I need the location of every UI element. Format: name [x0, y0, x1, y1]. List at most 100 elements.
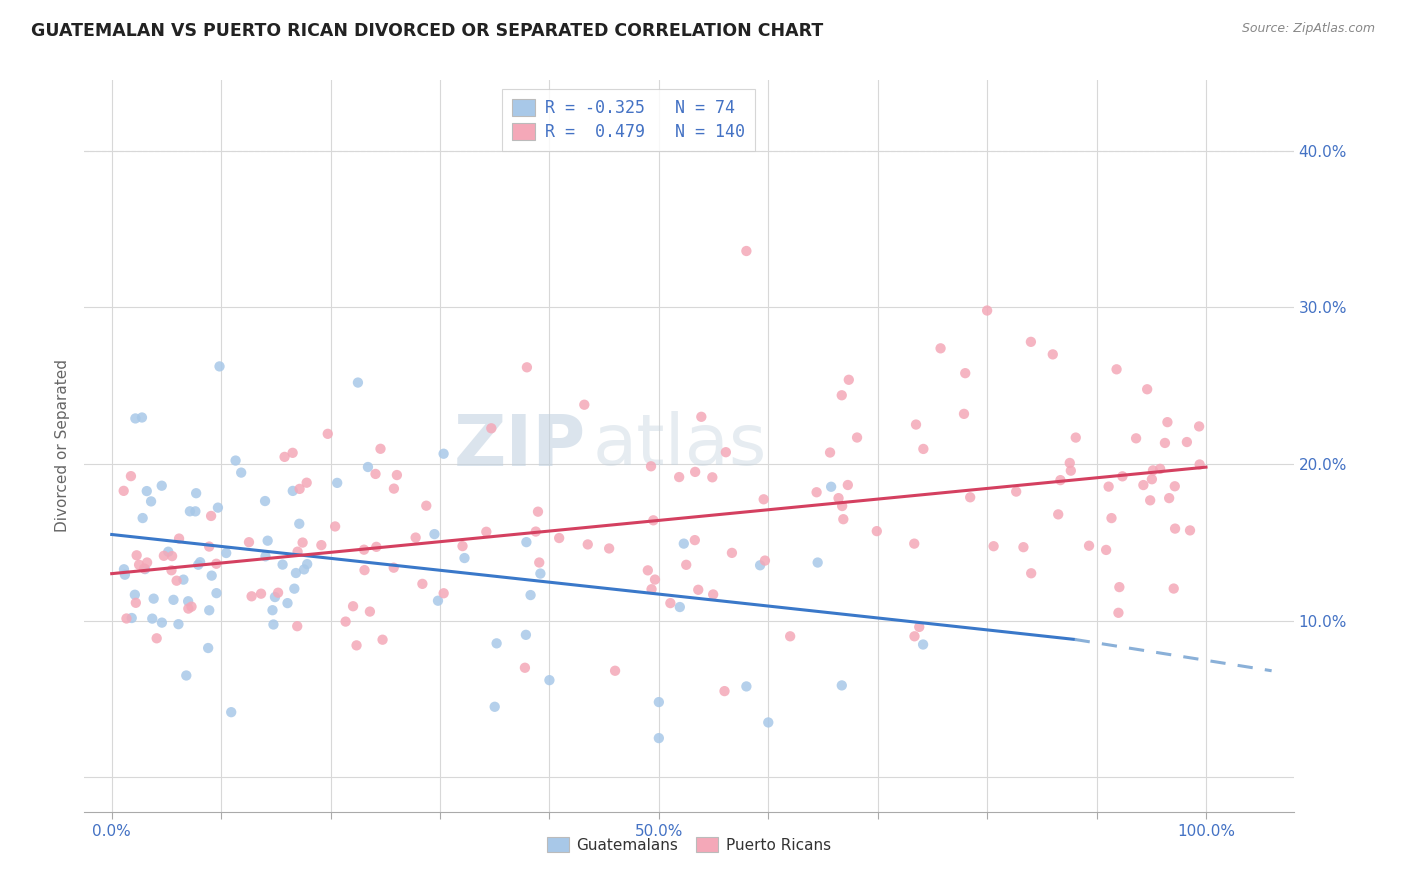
- Point: [1111, 469, 1133, 483]
- Point: [131, 511, 153, 525]
- Point: [912, 638, 935, 652]
- Point: [382, 482, 405, 496]
- Point: [1188, 419, 1211, 434]
- Point: [475, 524, 498, 539]
- Point: [160, 549, 183, 563]
- Point: [688, 582, 710, 597]
- Point: [145, 632, 167, 646]
- Point: [208, 359, 231, 374]
- Point: [807, 556, 830, 570]
- Point: [640, 459, 662, 474]
- Point: [273, 450, 295, 464]
- Point: [1064, 431, 1087, 445]
- Point: [1019, 566, 1042, 581]
- Point: [690, 409, 713, 424]
- Point: [683, 465, 706, 479]
- Point: [1175, 435, 1198, 450]
- Point: [134, 562, 156, 576]
- Point: [205, 557, 228, 571]
- Point: [311, 538, 333, 552]
- Point: [281, 446, 304, 460]
- Point: [702, 587, 724, 601]
- Point: [513, 661, 536, 675]
- Point: [346, 639, 368, 653]
- Point: [1097, 480, 1119, 494]
- Point: [276, 596, 298, 610]
- Point: [735, 680, 758, 694]
- Legend: Guatemalans, Puerto Ricans: Guatemalans, Puerto Ricans: [541, 831, 837, 859]
- Point: [287, 544, 309, 558]
- Point: [1159, 491, 1181, 505]
- Point: [983, 539, 1005, 553]
- Point: [112, 562, 135, 576]
- Point: [153, 549, 176, 563]
- Point: [1132, 478, 1154, 492]
- Point: [576, 537, 599, 551]
- Point: [669, 600, 692, 615]
- Point: [1042, 347, 1064, 361]
- Point: [433, 586, 456, 600]
- Point: [1060, 464, 1083, 478]
- Point: [827, 491, 849, 505]
- Text: atlas: atlas: [592, 411, 766, 481]
- Point: [135, 484, 157, 499]
- Point: [908, 620, 931, 634]
- Point: [256, 533, 278, 548]
- Point: [484, 699, 506, 714]
- Point: [201, 568, 224, 582]
- Point: [134, 561, 156, 575]
- Point: [112, 483, 135, 498]
- Point: [405, 531, 427, 545]
- Point: [180, 599, 202, 614]
- Point: [659, 596, 682, 610]
- Point: [1136, 382, 1159, 396]
- Point: [125, 549, 148, 563]
- Point: [515, 535, 537, 549]
- Point: [1108, 580, 1130, 594]
- Point: [264, 590, 287, 604]
- Point: [519, 588, 541, 602]
- Point: [831, 678, 853, 692]
- Point: [1095, 543, 1118, 558]
- Point: [1188, 458, 1211, 472]
- Point: [818, 445, 841, 459]
- Point: [1105, 362, 1128, 376]
- Point: [157, 545, 180, 559]
- Point: [347, 376, 370, 390]
- Point: [648, 731, 671, 745]
- Point: [515, 628, 537, 642]
- Point: [198, 540, 221, 554]
- Point: [187, 558, 209, 572]
- Point: [150, 479, 173, 493]
- Point: [714, 445, 737, 459]
- Point: [713, 684, 735, 698]
- Point: [1101, 511, 1123, 525]
- Point: [366, 540, 388, 554]
- Point: [668, 470, 690, 484]
- Point: [735, 244, 758, 258]
- Point: [162, 592, 184, 607]
- Point: [186, 486, 208, 500]
- Point: [141, 612, 163, 626]
- Point: [177, 594, 200, 608]
- Point: [283, 582, 305, 596]
- Point: [838, 373, 860, 387]
- Point: [749, 558, 772, 573]
- Point: [150, 615, 173, 630]
- Point: [637, 563, 659, 577]
- Point: [160, 563, 183, 577]
- Point: [527, 505, 550, 519]
- Point: [516, 360, 538, 375]
- Point: [1156, 415, 1178, 429]
- Point: [364, 467, 387, 481]
- Point: [603, 664, 626, 678]
- Point: [1154, 436, 1177, 450]
- Point: [453, 551, 475, 566]
- Point: [837, 478, 859, 492]
- Point: [281, 483, 304, 498]
- Point: [295, 475, 318, 490]
- Text: GUATEMALAN VS PUERTO RICAN DIVORCED OR SEPARATED CORRELATION CHART: GUATEMALAN VS PUERTO RICAN DIVORCED OR S…: [31, 22, 823, 40]
- Point: [524, 524, 547, 539]
- Point: [284, 566, 307, 580]
- Point: [179, 504, 201, 518]
